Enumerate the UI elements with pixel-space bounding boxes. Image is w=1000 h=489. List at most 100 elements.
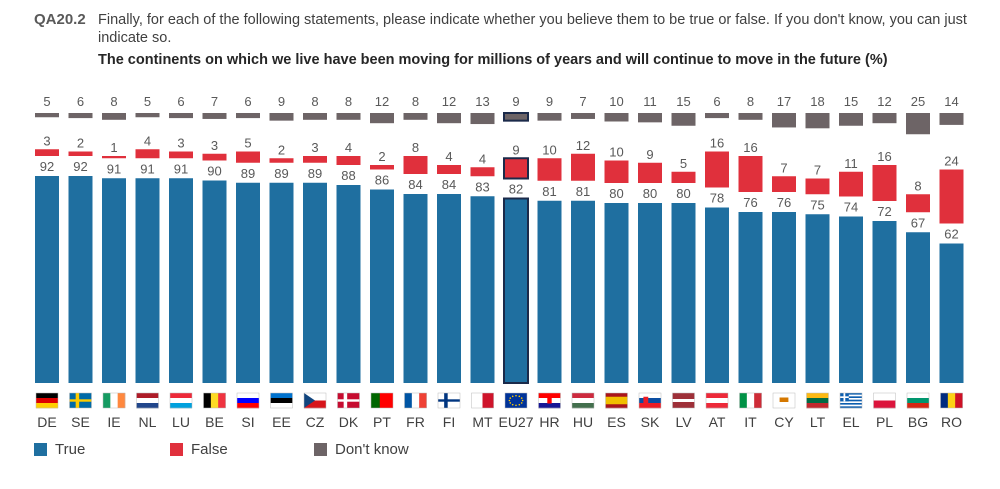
label-dont-know-ee: 9	[278, 94, 285, 109]
bar-dont-know-fr	[403, 113, 428, 120]
label-false-it: 16	[743, 140, 757, 155]
bar-true-si	[236, 182, 260, 383]
label-false-fi: 4	[445, 149, 452, 164]
category-label-bg: BG	[908, 414, 928, 430]
label-dont-know-es: 10	[609, 94, 623, 109]
bar-dont-know-dk	[336, 113, 361, 120]
category-label-mt: MT	[472, 414, 493, 430]
category-label-se: SE	[71, 414, 90, 430]
flag-lu	[169, 392, 193, 409]
bar-true-cy	[772, 212, 796, 383]
label-false-si: 5	[244, 136, 251, 151]
bar-true-hr	[537, 200, 562, 383]
label-true-eu27: 82	[509, 182, 523, 197]
flag-cy	[772, 392, 796, 409]
flag-it	[739, 392, 762, 409]
legend-label-dont-know: Don't know	[335, 441, 409, 458]
label-true-ro: 62	[944, 227, 958, 242]
bar-true-at	[705, 207, 729, 383]
label-true-dk: 88	[341, 168, 355, 183]
category-label-dk: DK	[339, 414, 359, 430]
category-label-si: SI	[241, 414, 254, 430]
bar-true-pl	[872, 221, 897, 383]
flag-bg	[906, 392, 930, 409]
bar-true-pt	[370, 189, 394, 383]
bar-true-se	[68, 176, 93, 383]
bar-dont-know-ro	[939, 113, 964, 125]
label-dont-know-si: 6	[244, 94, 251, 109]
bar-dont-know-at	[705, 113, 729, 119]
label-dont-know-ie: 8	[110, 94, 117, 109]
label-true-it: 76	[743, 195, 757, 210]
bar-dont-know-eu27	[503, 112, 529, 122]
bar-false-dk	[336, 156, 361, 165]
bar-true-el	[839, 216, 863, 383]
flag-fr	[404, 392, 427, 409]
bar-false-si	[236, 151, 260, 163]
label-true-es: 80	[609, 186, 623, 201]
legend-item-false: False	[170, 441, 228, 458]
label-false-hr: 10	[542, 142, 556, 157]
label-dont-know-cz: 8	[311, 94, 318, 109]
bar-true-ie	[102, 178, 126, 383]
flag-de	[35, 392, 59, 409]
flag-cz	[303, 392, 327, 409]
label-false-se: 2	[77, 136, 84, 151]
bar-true-be	[202, 180, 227, 383]
bar-false-cz	[303, 156, 327, 163]
label-false-cz: 3	[311, 140, 318, 155]
bar-dont-know-hr	[537, 113, 562, 121]
flag-at	[705, 392, 729, 409]
bar-dont-know-hu	[571, 113, 595, 119]
label-false-dk: 4	[345, 140, 352, 155]
label-false-cy: 7	[780, 160, 787, 175]
label-false-ee: 2	[278, 142, 285, 157]
bar-false-ee	[269, 158, 294, 163]
label-true-lt: 75	[810, 197, 824, 212]
label-true-nl: 91	[140, 161, 154, 176]
category-label-de: DE	[37, 414, 56, 430]
bar-dont-know-it	[738, 113, 763, 120]
label-false-de: 3	[43, 133, 50, 148]
bar-dont-know-nl	[135, 113, 160, 118]
bar-true-es	[604, 203, 629, 383]
category-label-lu: LU	[172, 414, 190, 430]
label-false-lu: 3	[177, 136, 184, 151]
label-true-be: 90	[207, 164, 221, 179]
bar-true-bg	[906, 232, 930, 383]
label-dont-know-at: 6	[713, 94, 720, 109]
bar-false-sk	[638, 162, 662, 183]
category-label-cy: CY	[774, 414, 794, 430]
bar-dont-know-pl	[872, 113, 897, 124]
flag-ee	[270, 392, 293, 409]
flag-el	[839, 392, 863, 409]
label-dont-know-lv: 15	[676, 94, 690, 109]
bar-false-at	[705, 151, 729, 188]
bar-true-lu	[169, 178, 193, 383]
question-text: Finally, for each of the following state…	[98, 12, 967, 46]
bar-dont-know-el	[839, 113, 863, 126]
bar-true-nl	[135, 178, 160, 383]
category-label-sk: SK	[641, 414, 660, 430]
category-label-cz: CZ	[306, 414, 325, 430]
legend-swatch-dont-know	[314, 443, 327, 456]
bar-true-dk	[336, 185, 361, 383]
bar-false-cy	[772, 176, 796, 192]
bar-true-ee	[269, 182, 294, 383]
label-true-fi: 84	[442, 177, 456, 192]
label-true-lu: 91	[174, 161, 188, 176]
bar-true-eu27	[503, 197, 529, 384]
question-id: QA20.2	[34, 11, 86, 28]
label-false-fr: 8	[412, 140, 419, 155]
bar-false-fr	[403, 156, 428, 174]
label-false-pt: 2	[378, 149, 385, 164]
category-label-lv: LV	[675, 414, 692, 430]
label-true-lv: 80	[676, 186, 690, 201]
flag-si	[236, 392, 260, 409]
category-label-fi: FI	[443, 414, 455, 430]
flag-sk	[638, 392, 662, 409]
category-label-hu: HU	[573, 414, 593, 430]
category-label-ro: RO	[941, 414, 962, 430]
label-true-se: 92	[73, 159, 87, 174]
bar-true-mt	[470, 196, 495, 383]
